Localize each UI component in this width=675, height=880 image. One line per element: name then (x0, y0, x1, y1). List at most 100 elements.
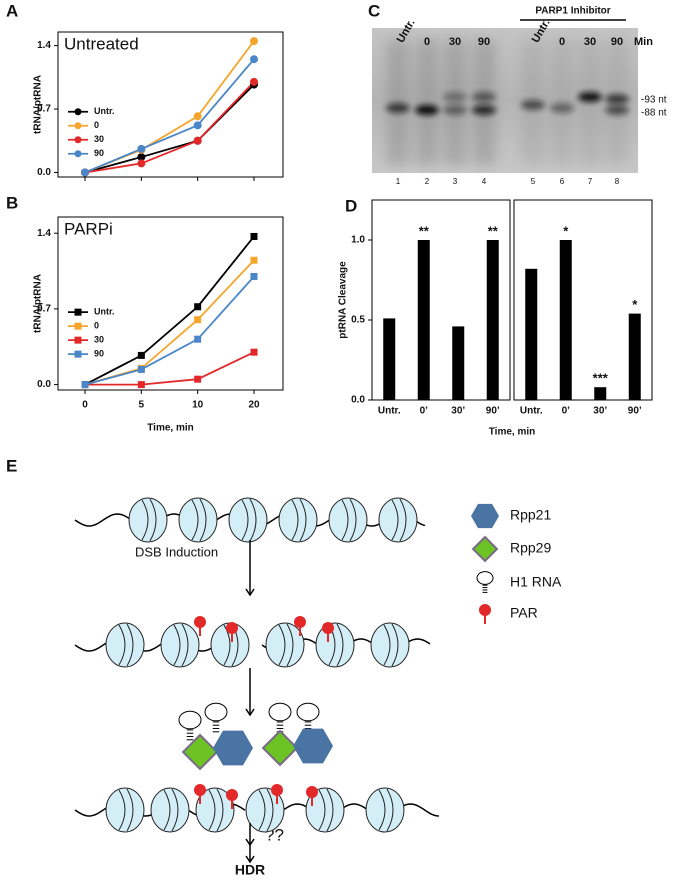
x-tick-label: Untr. (378, 406, 401, 417)
rpp29 (181, 733, 219, 771)
legend-label: Rpp29 (510, 540, 551, 556)
band (472, 105, 496, 115)
nucleosome-line (191, 499, 199, 541)
x-axis-label: Time, min (489, 427, 536, 438)
lane-label: 90 (611, 36, 623, 48)
legend-label: 90 (94, 148, 104, 158)
legend-marker (74, 150, 82, 158)
nucleosome-line (163, 789, 171, 831)
legend-label: 0 (94, 120, 99, 130)
marker (137, 365, 145, 373)
panel-label: D (345, 196, 357, 215)
nucleosome-line (399, 498, 407, 542)
legend-label: 90 (94, 349, 104, 359)
legend-label: H1 RNA (510, 574, 562, 590)
lane-number: 6 (560, 177, 565, 186)
significance: ** (419, 223, 430, 238)
marker (250, 232, 258, 240)
dna (254, 803, 440, 817)
size-marker: -93 nt (641, 95, 667, 106)
par (306, 786, 318, 798)
nucleosome-line (391, 499, 399, 541)
marker (137, 351, 145, 359)
band (521, 100, 545, 110)
lane-number: 1 (396, 177, 401, 186)
bar (417, 240, 430, 400)
significance: * (563, 223, 569, 238)
series-line (85, 351, 255, 386)
lane-smear (387, 40, 409, 165)
nucleosome-line (126, 623, 134, 667)
nucleosome-line (349, 498, 357, 542)
legend-marker (74, 122, 82, 130)
rpp21 (293, 728, 333, 764)
x-tick-label: 10 (192, 400, 204, 411)
rpp21 (213, 730, 253, 766)
rpp21 (471, 503, 499, 529)
h1-loop (178, 710, 202, 730)
nucleosome-line (223, 624, 231, 666)
marker (250, 77, 258, 86)
lane-number: 5 (531, 177, 536, 186)
x-tick-label: 0’ (562, 406, 571, 417)
par (322, 622, 334, 634)
y-tick-label: 0.7 (37, 104, 51, 115)
lane-number: 3 (453, 177, 458, 186)
y-tick-label: 0.0 (37, 379, 51, 390)
lane-number: 4 (482, 177, 487, 186)
lane-smear (416, 40, 438, 165)
series-line (84, 58, 255, 174)
lane-smear (551, 40, 573, 165)
nucleosome-line (181, 623, 189, 667)
marker (250, 272, 258, 280)
legend-marker (74, 308, 82, 316)
lane-number: 7 (588, 177, 593, 186)
nucleosome-line (386, 788, 394, 832)
y-axis-label: tRNA/ptRNA (33, 75, 44, 134)
nucleosome-line (278, 624, 286, 666)
nucleosome-line (318, 789, 326, 831)
nucleosome-line (149, 498, 157, 542)
y-tick-label: 0.0 (37, 167, 51, 178)
band (578, 92, 602, 102)
nucleosome-line (141, 499, 149, 541)
plot-frame (371, 199, 511, 401)
significance: * (632, 297, 638, 312)
par (271, 784, 283, 796)
x-tick-label: 30’ (593, 406, 607, 417)
lane-smear (579, 40, 601, 165)
h1-loop (476, 571, 494, 585)
nucleosome-line (199, 498, 207, 542)
y-tick-label: 0.7 (37, 304, 51, 315)
series-line (84, 83, 255, 174)
legend-label: PAR (510, 605, 538, 621)
x-tick-label: 0 (82, 400, 88, 411)
lane-label: 30 (584, 36, 596, 48)
arrowhead (245, 708, 255, 717)
nucleosome-line (118, 624, 126, 666)
legend-marker (74, 108, 82, 116)
legend-label: 0 (94, 321, 99, 331)
gel: PARP1 Inhibitor Min -93 nt -88 nt Untr.1… (372, 6, 667, 186)
lane-number: 8 (615, 177, 620, 186)
bar (559, 240, 572, 400)
par (294, 616, 306, 628)
x-tick-label: 20 (248, 400, 260, 411)
legend-label: 30 (94, 134, 104, 144)
y-tick-label: 1.0 (351, 235, 365, 246)
nucleosome-line (258, 789, 266, 831)
lane-label: 90 (478, 36, 490, 48)
panel-label: E (6, 456, 17, 475)
y-tick-label: 1.4 (37, 228, 51, 239)
marker (250, 256, 258, 264)
marker (194, 303, 202, 311)
significance: *** (593, 371, 609, 386)
legend-marker (74, 136, 82, 144)
y-tick-label: 0.5 (351, 315, 365, 326)
band (605, 105, 629, 115)
x-tick-label: 5 (139, 400, 145, 411)
nucleosome-line (216, 788, 224, 832)
size-marker: -88 nt (641, 108, 667, 119)
series-line (84, 275, 255, 386)
